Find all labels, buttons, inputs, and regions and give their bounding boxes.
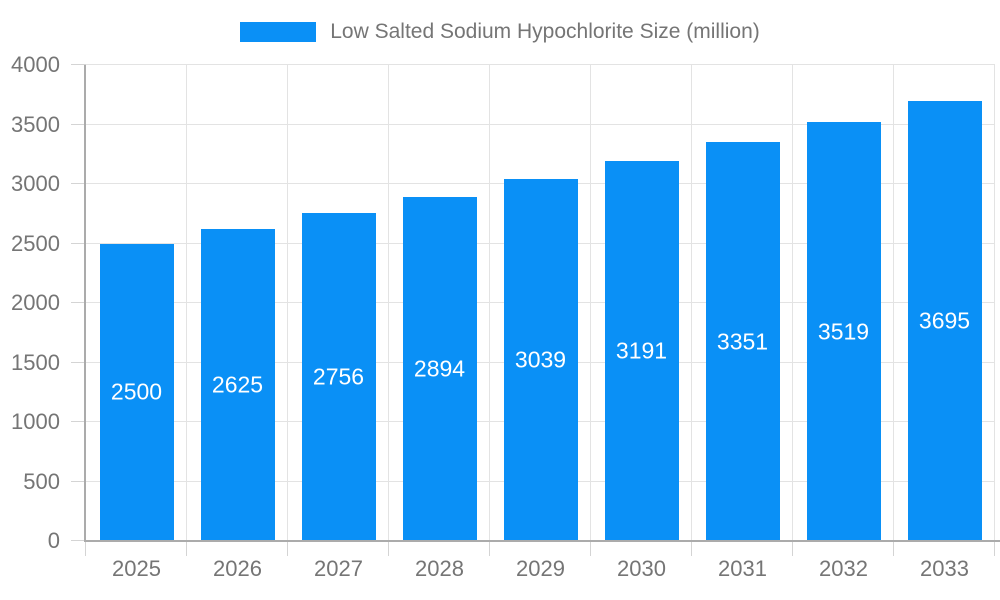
x-axis-label: 2029 — [516, 556, 565, 581]
bar-value-label: 2500 — [110, 378, 163, 405]
x-gridline — [792, 65, 793, 541]
y-axis-label: 1000 — [11, 409, 60, 434]
x-axis-tick — [893, 541, 894, 556]
x-axis-label: 2033 — [920, 556, 969, 581]
x-axis-line — [84, 540, 1000, 542]
y-axis-tick — [71, 421, 86, 422]
y-axis-tick — [71, 242, 86, 244]
legend: Low Salted Sodium Hypochlorite Size (mil… — [0, 20, 1000, 44]
bar[interactable]: 2500 — [99, 243, 174, 541]
x-axis-tick — [388, 541, 389, 556]
x-axis-label: 2026 — [213, 556, 262, 581]
x-gridline — [287, 65, 288, 541]
y-axis-tick — [71, 302, 86, 303]
x-axis-label: 2028 — [415, 556, 464, 581]
y-axis-label: 4000 — [11, 52, 60, 77]
x-axis-label: 2032 — [819, 556, 868, 581]
bar-value-label: 2625 — [211, 371, 264, 398]
bar-value-label: 3351 — [716, 328, 769, 355]
y-axis-tick — [71, 183, 86, 184]
bar-value-label: 2756 — [312, 363, 365, 390]
x-gridline — [489, 65, 490, 541]
plot-area: 2500 2025 2625 2026 2756 2027 2894 2028 3039 2029… — [71, 64, 1000, 581]
x-gridline — [994, 65, 995, 541]
y-gridline — [86, 123, 995, 125]
bar[interactable]: 2894 — [402, 196, 477, 541]
x-axis-tick — [590, 541, 591, 556]
x-gridline — [691, 65, 692, 541]
legend-item[interactable]: Low Salted Sodium Hypochlorite Size (mil… — [240, 20, 760, 44]
y-axis-label: 2500 — [11, 230, 60, 256]
bar[interactable]: 3039 — [503, 179, 578, 541]
x-axis-tick — [85, 541, 86, 556]
x-axis-label: 2027 — [314, 556, 363, 581]
y-axis-label: 3000 — [11, 171, 60, 196]
x-axis-tick — [287, 541, 288, 556]
y-axis-label: 1500 — [11, 349, 60, 375]
x-axis-tick — [994, 541, 995, 556]
legend-swatch — [240, 22, 317, 42]
y-axis-label: 500 — [23, 468, 60, 494]
x-gridline — [388, 65, 389, 541]
x-axis-tick — [691, 541, 692, 556]
y-gridline — [86, 64, 995, 65]
y-axis-tick — [71, 64, 86, 65]
bar-value-label: 3519 — [817, 318, 870, 345]
y-axis-tick — [71, 361, 86, 363]
bar[interactable]: 3351 — [705, 142, 780, 541]
bar[interactable]: 3191 — [604, 161, 679, 541]
x-axis-tick — [792, 541, 793, 556]
x-axis-tick — [186, 541, 187, 556]
x-axis-tick — [489, 541, 490, 556]
bar[interactable]: 3519 — [806, 122, 881, 541]
bar[interactable]: 2625 — [200, 228, 275, 541]
x-axis-label: 2025 — [112, 556, 161, 581]
x-axis-label: 2030 — [617, 556, 666, 581]
x-axis-label: 2031 — [718, 556, 767, 581]
x-gridline — [590, 65, 591, 541]
y-axis-line — [84, 65, 86, 541]
legend-series-label: Low Salted Sodium Hypochlorite Size (mil… — [330, 20, 760, 43]
y-axis-tick — [71, 123, 86, 125]
y-axis-tick — [71, 540, 86, 541]
bar[interactable]: 3695 — [907, 101, 982, 541]
bar-value-label: 2894 — [413, 355, 466, 382]
y-axis-label: 2000 — [11, 290, 60, 315]
y-axis-tick — [71, 480, 86, 482]
x-gridline — [893, 65, 894, 541]
bar-value-label: 3695 — [918, 307, 971, 334]
bar[interactable]: 2756 — [301, 213, 376, 541]
bar-value-label: 3191 — [615, 337, 668, 364]
x-gridline — [186, 65, 187, 541]
y-axis-label: 0 — [47, 528, 60, 553]
bar-value-label: 3039 — [514, 346, 567, 373]
y-axis-label: 3500 — [11, 111, 60, 137]
